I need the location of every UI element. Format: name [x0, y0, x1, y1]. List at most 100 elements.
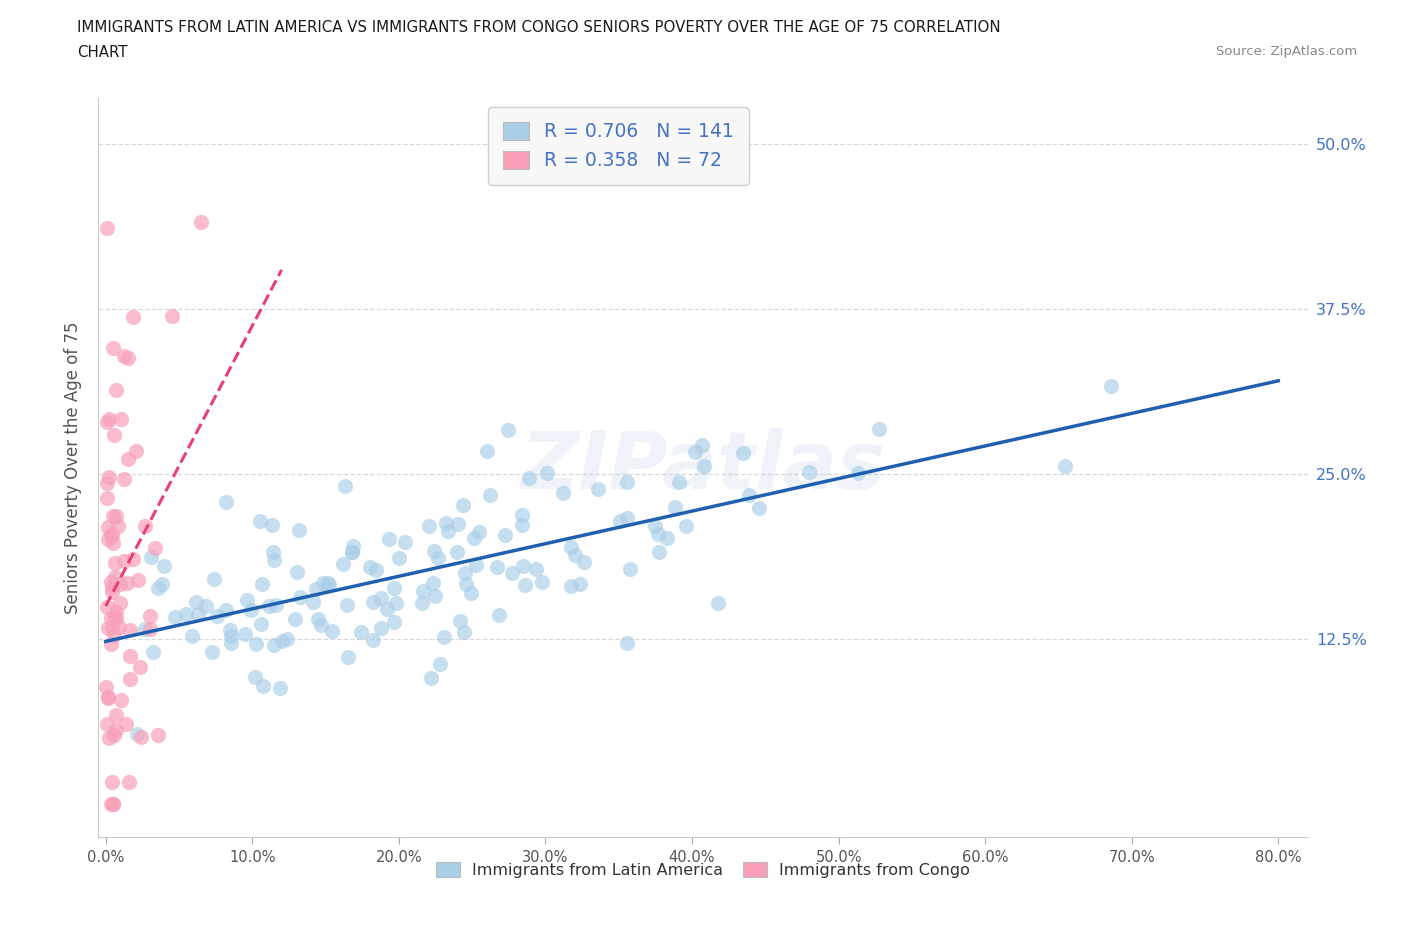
Point: [97, 532, 120, 547]
Point: [364, 563, 387, 578]
Point: [675, 519, 697, 534]
Point: [101, 797, 124, 812]
Point: [359, 559, 381, 574]
Point: [737, 487, 759, 502]
Point: [551, 485, 574, 500]
Point: [120, 622, 142, 637]
Point: [105, 509, 128, 524]
Point: [100, 619, 122, 634]
Text: Source: ZipAtlas.com: Source: ZipAtlas.com: [1216, 45, 1357, 58]
Point: [336, 597, 359, 612]
Point: [98, 412, 121, 427]
Point: [517, 471, 540, 485]
Point: [363, 632, 385, 647]
Point: [426, 551, 449, 565]
Point: [257, 599, 280, 614]
Point: [429, 657, 451, 671]
Point: [98, 470, 121, 485]
Point: [463, 530, 485, 545]
Point: [117, 351, 139, 365]
Point: [288, 523, 311, 538]
Point: [202, 572, 225, 587]
Point: [215, 495, 238, 510]
Point: [101, 797, 124, 812]
Point: [668, 474, 690, 489]
Point: [190, 215, 212, 230]
Point: [270, 633, 292, 648]
Point: [382, 614, 405, 629]
Point: [350, 624, 373, 639]
Point: [100, 611, 122, 626]
Point: [370, 591, 392, 605]
Point: [100, 797, 122, 812]
Point: [96, 475, 118, 490]
Point: [96, 680, 118, 695]
Point: [96, 220, 118, 235]
Point: [269, 681, 291, 696]
Point: [647, 526, 669, 541]
Point: [333, 479, 356, 494]
Point: [318, 578, 340, 592]
Point: [118, 671, 141, 686]
Point: [97, 689, 120, 704]
Point: [436, 524, 458, 538]
Point: [205, 608, 228, 623]
Point: [97, 520, 120, 535]
Point: [644, 518, 666, 533]
Point: [501, 565, 523, 580]
Point: [143, 541, 166, 556]
Point: [110, 692, 132, 707]
Point: [423, 589, 446, 604]
Point: [419, 671, 441, 685]
Point: [101, 585, 124, 600]
Point: [180, 629, 202, 644]
Point: [586, 482, 609, 497]
Point: [460, 586, 482, 601]
Point: [195, 599, 218, 614]
Point: [262, 517, 284, 532]
Point: [304, 582, 326, 597]
Point: [361, 594, 384, 609]
Point: [693, 458, 716, 473]
Point: [218, 623, 240, 638]
Point: [263, 552, 285, 567]
Point: [104, 723, 127, 737]
Point: [475, 443, 498, 458]
Point: [112, 349, 135, 364]
Point: [100, 527, 122, 542]
Point: [412, 584, 434, 599]
Point: [498, 423, 520, 438]
Point: [479, 488, 502, 503]
Point: [142, 644, 165, 659]
Point: [186, 595, 208, 610]
Point: [342, 545, 364, 560]
Point: [101, 509, 124, 524]
Text: IMMIGRANTS FROM LATIN AMERICA VS IMMIGRANTS FROM CONGO SENIORS POVERTY OVER THE : IMMIGRANTS FROM LATIN AMERICA VS IMMIGRA…: [77, 20, 1001, 35]
Point: [219, 635, 242, 650]
Point: [846, 466, 869, 481]
Point: [285, 565, 308, 579]
Point: [510, 507, 533, 522]
Point: [454, 565, 477, 580]
Point: [560, 539, 582, 554]
Point: [96, 491, 118, 506]
Point: [683, 445, 706, 459]
Point: [103, 628, 125, 643]
Point: [332, 557, 354, 572]
Point: [451, 498, 474, 512]
Point: [138, 608, 160, 623]
Point: [131, 729, 153, 744]
Point: [513, 578, 536, 592]
Point: [101, 535, 124, 550]
Point: [690, 438, 713, 453]
Point: [134, 621, 156, 636]
Point: [187, 607, 209, 622]
Point: [245, 636, 267, 651]
Point: [139, 622, 162, 637]
Point: [418, 518, 440, 533]
Point: [868, 421, 890, 436]
Point: [127, 573, 149, 588]
Point: [572, 554, 595, 569]
Point: [1101, 379, 1123, 393]
Point: [103, 340, 125, 355]
